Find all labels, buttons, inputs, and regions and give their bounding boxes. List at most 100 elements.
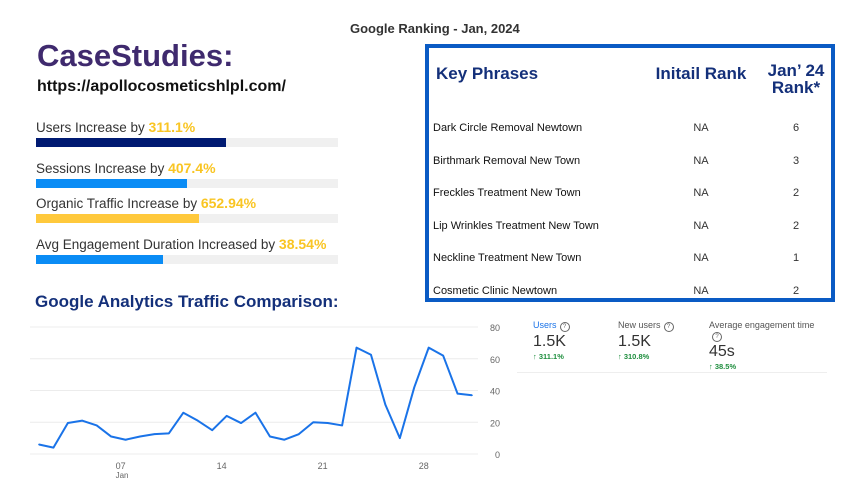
analytics-summary-cards: Users? 1.5K ↑ 311.1% New users? 1.5K ↑ 31… — [517, 320, 827, 373]
ranking-title: Google Ranking - Jan, 2024 — [350, 21, 520, 36]
progress-fill — [36, 255, 163, 264]
table-row: Dark Circle Removal Newtown NA 6 — [429, 112, 831, 145]
header-jan-rank: Jan’ 24 Rank* — [767, 61, 825, 97]
card-label: New users — [618, 320, 661, 330]
jan-rank: 1 — [792, 252, 800, 265]
card-users[interactable]: Users? 1.5K ↑ 311.1% — [533, 320, 570, 361]
data-point — [182, 411, 185, 414]
jan-rank: 2 — [792, 284, 800, 297]
progress-bar — [36, 138, 338, 147]
data-point — [240, 422, 242, 424]
key-phrase: Cosmetic Clinic Newtown — [433, 284, 558, 297]
card-label: Users — [533, 320, 557, 330]
data-point — [38, 443, 40, 446]
header-key-phrases: Key Phrases — [436, 64, 539, 83]
metric-label: Users Increase by — [36, 120, 149, 135]
x-tick-label: 28 — [419, 461, 429, 471]
metric-0: Users Increase by 311.1% — [36, 119, 338, 147]
progress-bar — [36, 255, 338, 264]
data-point — [211, 429, 213, 431]
table-row: Birthmark Removal New Town NA 3 — [429, 145, 831, 178]
data-point — [52, 446, 55, 449]
card-average-engagement-time[interactable]: Average engagement time? 45s ↑ 38.5% — [709, 320, 827, 371]
metric-2: Organic Traffic Increase by 652.94% — [36, 195, 338, 223]
y-tick-label: 20 — [490, 418, 500, 428]
data-point — [427, 346, 430, 349]
arrow-up-icon: ↑ — [618, 352, 622, 361]
arrow-up-icon: ↑ — [709, 362, 713, 371]
arrow-up-icon: ↑ — [533, 352, 537, 361]
analytics-title: Google Analytics Traffic Comparison: — [35, 292, 339, 311]
metric-label: Organic Traffic Increase by — [36, 196, 201, 211]
key-phrase: Neckline Treatment New Town — [433, 252, 582, 265]
help-icon[interactable]: ? — [663, 322, 674, 332]
data-point — [413, 386, 416, 389]
x-tick-label: 07 — [116, 461, 126, 471]
data-point — [384, 403, 387, 406]
initial-rank: NA — [693, 187, 709, 200]
data-point — [312, 421, 315, 424]
progress-bar — [36, 214, 338, 223]
data-point — [298, 433, 300, 435]
card-label: Average engagement time — [709, 320, 815, 330]
x-tick-label: 21 — [318, 461, 328, 471]
data-point — [254, 411, 257, 414]
card-delta: 310.8% — [623, 352, 650, 361]
data-point — [196, 419, 199, 422]
key-phrase: Lip Wrinkles Treatment New Town — [433, 219, 599, 232]
key-phrase: Freckles Treatment New Town — [433, 187, 581, 200]
key-phrase: Birthmark Removal New Town — [433, 154, 581, 167]
data-point — [124, 438, 127, 441]
data-point — [81, 419, 84, 422]
card-delta: 311.1% — [538, 352, 564, 361]
data-point — [153, 433, 156, 435]
key-phrase: Dark Circle Removal Newtown — [433, 122, 583, 135]
header-initial-rank: Initail Rank — [655, 64, 747, 83]
data-point — [456, 392, 459, 395]
x-tick-label: 14 — [217, 461, 227, 471]
data-point — [355, 346, 358, 349]
data-point — [370, 353, 372, 356]
metric-3: Avg Engagement Duration Increased by 38.… — [36, 236, 338, 264]
data-point — [168, 432, 170, 435]
data-point — [442, 354, 444, 357]
initial-rank: NA — [693, 219, 709, 232]
y-tick-label: 0 — [495, 450, 500, 460]
card-new-users[interactable]: New users? 1.5K ↑ 310.8% — [618, 320, 674, 361]
data-point — [283, 438, 286, 441]
initial-rank: NA — [693, 252, 709, 265]
metric-label: Avg Engagement Duration Increased by — [36, 237, 279, 252]
data-point — [269, 435, 271, 438]
data-point — [341, 424, 343, 427]
x-tick-sublabel: Jan — [116, 471, 129, 480]
table-row: Cosmetic Clinic Newtown NA 2 — [429, 275, 831, 308]
data-point — [225, 415, 228, 417]
case-studies-title: CaseStudies: — [37, 38, 234, 73]
table-row: Freckles Treatment New Town NA 2 — [429, 177, 831, 210]
y-tick-label: 40 — [490, 387, 500, 397]
help-icon[interactable]: ? — [712, 332, 722, 342]
help-icon[interactable]: ? — [559, 322, 570, 332]
card-value: 1.5K — [533, 333, 566, 350]
site-url: https://apollocosmeticshlpl.com/ — [37, 78, 286, 95]
initial-rank: NA — [693, 122, 709, 135]
progress-fill — [36, 214, 200, 223]
initial-rank: NA — [693, 284, 709, 297]
card-value: 45s — [709, 343, 735, 360]
initial-rank: NA — [693, 154, 709, 167]
y-tick-label: 60 — [490, 355, 500, 365]
metric-label: Sessions Increase by — [36, 161, 169, 176]
card-value: 1.5K — [618, 333, 651, 350]
data-point — [110, 435, 112, 438]
metric-value: 311.1% — [148, 119, 196, 135]
metric-value: 407.4% — [168, 160, 216, 176]
jan-rank: 6 — [792, 122, 800, 135]
data-point — [95, 424, 98, 427]
data-point — [139, 435, 141, 438]
progress-fill — [36, 138, 227, 147]
data-point — [67, 422, 69, 424]
y-tick-label: 80 — [490, 323, 500, 333]
progress-fill — [36, 179, 187, 188]
jan-rank: 2 — [792, 187, 800, 200]
